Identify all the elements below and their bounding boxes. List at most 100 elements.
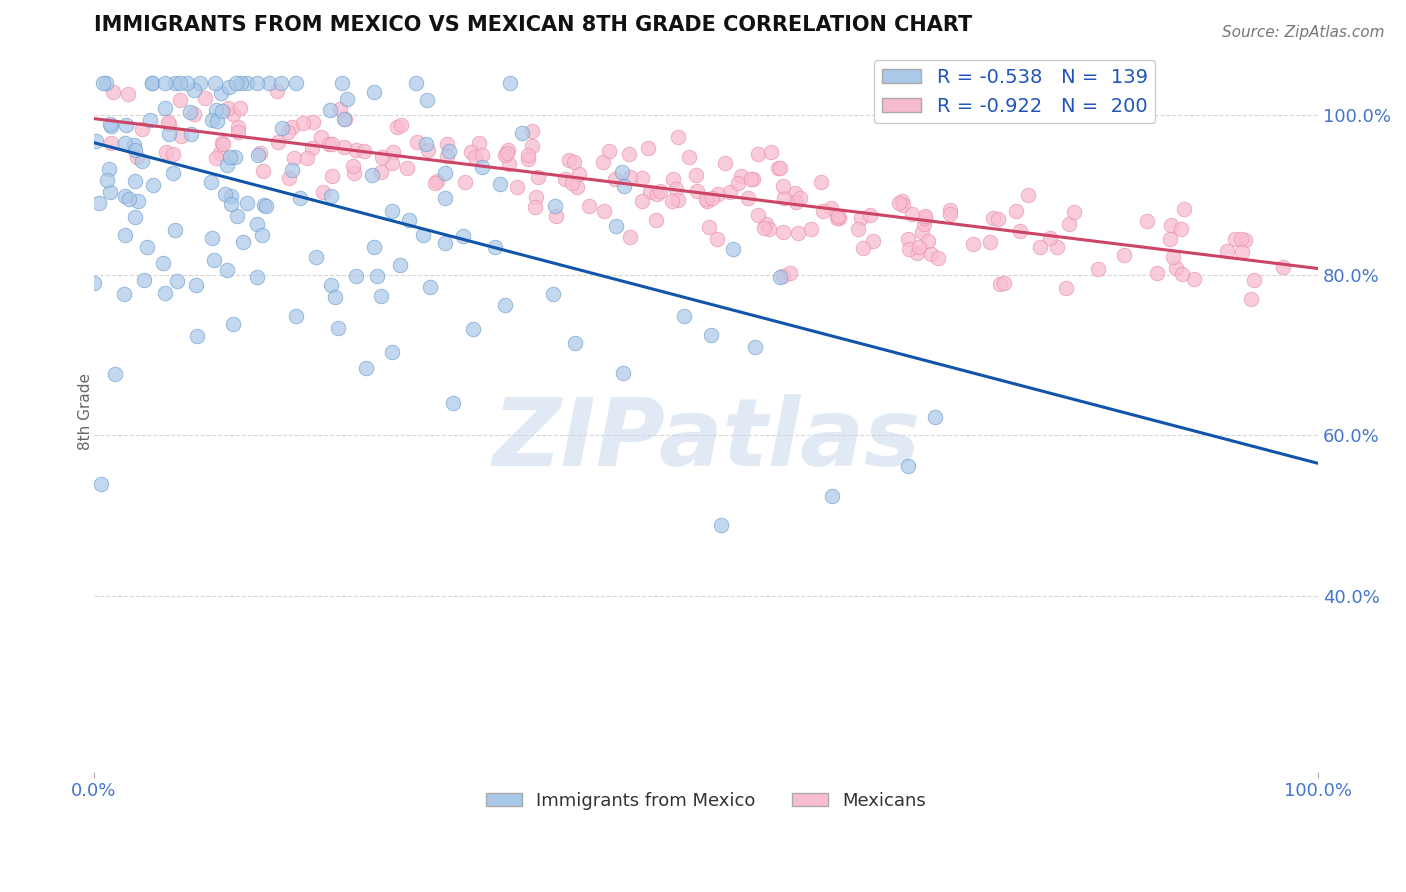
Point	[139, 112, 162, 127]
Point	[284, 76, 307, 90]
Point	[118, 193, 141, 207]
Point	[426, 174, 449, 188]
Point	[416, 93, 439, 107]
Point	[84, 134, 107, 148]
Point	[718, 185, 741, 199]
Point	[434, 235, 457, 250]
Point	[727, 176, 749, 190]
Point	[419, 279, 441, 293]
Point	[157, 127, 180, 141]
Point	[1271, 260, 1294, 274]
Point	[665, 182, 688, 196]
Point	[344, 143, 367, 157]
Point	[183, 83, 205, 97]
Point	[321, 136, 343, 151]
Point	[366, 268, 388, 283]
Point	[385, 120, 408, 135]
Point	[329, 103, 352, 117]
Point	[1008, 224, 1031, 238]
Point	[98, 185, 121, 199]
Point	[277, 171, 299, 186]
Point	[1240, 293, 1263, 307]
Point	[454, 175, 477, 189]
Point	[94, 76, 117, 90]
Point	[488, 178, 510, 192]
Point	[323, 289, 346, 303]
Point	[747, 207, 769, 221]
Point	[254, 199, 277, 213]
Point	[810, 175, 832, 189]
Point	[772, 225, 794, 239]
Point	[800, 221, 823, 235]
Point	[849, 211, 872, 225]
Point	[236, 76, 259, 90]
Point	[381, 344, 404, 359]
Point	[152, 256, 174, 270]
Point	[246, 148, 269, 162]
Point	[1087, 262, 1109, 277]
Point	[505, 179, 527, 194]
Point	[214, 186, 236, 201]
Point	[554, 171, 576, 186]
Point	[1173, 202, 1195, 216]
Point	[672, 310, 695, 324]
Point	[218, 79, 240, 94]
Point	[165, 223, 187, 237]
Point	[1230, 244, 1253, 259]
Point	[723, 242, 745, 256]
Point	[370, 289, 392, 303]
Point	[605, 172, 627, 186]
Point	[496, 143, 519, 157]
Point	[90, 477, 112, 491]
Point	[924, 410, 946, 425]
Point	[122, 137, 145, 152]
Point	[1146, 266, 1168, 280]
Point	[612, 367, 634, 381]
Point	[1182, 271, 1205, 285]
Point	[124, 174, 146, 188]
Point	[354, 361, 377, 376]
Point	[645, 213, 668, 227]
Point	[288, 191, 311, 205]
Point	[114, 189, 136, 203]
Point	[83, 277, 105, 291]
Point	[905, 245, 928, 260]
Text: ZIPatlas: ZIPatlas	[492, 394, 920, 486]
Point	[699, 328, 721, 343]
Point	[897, 458, 920, 473]
Point	[131, 153, 153, 168]
Point	[938, 206, 960, 220]
Point	[153, 101, 176, 115]
Point	[319, 277, 342, 292]
Point	[425, 177, 447, 191]
Point	[524, 190, 547, 204]
Point	[433, 191, 456, 205]
Point	[166, 274, 188, 288]
Point	[127, 194, 149, 209]
Point	[333, 112, 356, 127]
Point	[911, 225, 934, 239]
Point	[169, 76, 191, 90]
Point	[416, 143, 439, 157]
Point	[772, 178, 794, 193]
Point	[117, 87, 139, 101]
Point	[495, 146, 517, 161]
Point	[226, 125, 249, 139]
Point	[546, 210, 568, 224]
Point	[252, 163, 274, 178]
Point	[112, 287, 135, 301]
Point	[1159, 231, 1181, 245]
Point	[333, 140, 356, 154]
Point	[543, 287, 565, 301]
Point	[246, 217, 269, 231]
Point	[769, 161, 792, 175]
Point	[661, 194, 683, 208]
Point	[104, 367, 127, 381]
Point	[157, 117, 180, 131]
Point	[740, 172, 762, 186]
Point	[678, 150, 700, 164]
Point	[592, 203, 614, 218]
Point	[901, 206, 924, 220]
Point	[891, 198, 914, 212]
Point	[917, 234, 939, 248]
